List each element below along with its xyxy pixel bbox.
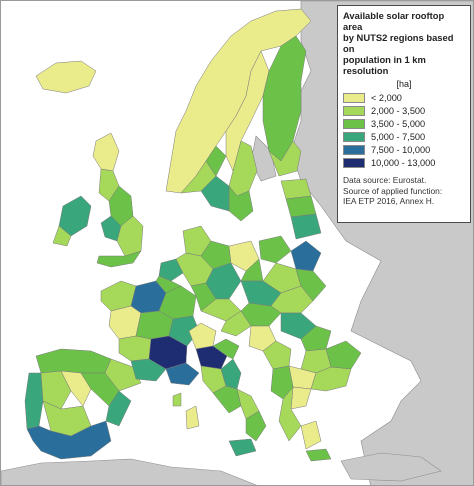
iberia <box>24 348 142 460</box>
legend-swatch <box>343 157 365 168</box>
legend-title-line: Available solar rooftop area <box>343 10 445 32</box>
scandinavia <box>165 8 312 222</box>
central-europe <box>155 225 264 322</box>
legend-title-line: by NUTS2 regions based on <box>343 32 454 54</box>
legend-item-label: 3,500 - 5,000 <box>371 118 426 129</box>
legend-item-label: 7,500 - 10,000 <box>371 144 431 155</box>
baltics <box>280 178 322 240</box>
map-legend: Available solar rooftop area by NUTS2 re… <box>337 5 471 223</box>
legend-swatch <box>343 92 365 103</box>
legend-item-label: 2,000 - 3,500 <box>371 105 426 116</box>
legend-item: 3,500 - 5,000 <box>343 117 465 130</box>
legend-item: < 2,000 <box>343 91 465 104</box>
legend-swatch <box>343 131 365 142</box>
legend-swatch <box>343 118 365 129</box>
legend-item: 5,000 - 7,500 <box>343 130 465 143</box>
legend-title: Available solar rooftop area by NUTS2 re… <box>343 10 465 76</box>
source-line: IEA ETP 2016, Annex H. <box>343 196 435 206</box>
legend-unit: [ha] <box>396 79 412 89</box>
italy <box>172 322 267 457</box>
legend-item: 2,000 - 3,500 <box>343 104 465 117</box>
iceland <box>35 60 97 94</box>
legend-swatch <box>343 105 365 116</box>
legend-item-label: 5,000 - 7,500 <box>371 131 426 142</box>
source-line: Source of applied function: <box>343 185 443 196</box>
legend-item-label: < 2,000 <box>371 92 402 103</box>
balkans <box>248 325 362 462</box>
legend-item: 10,000 - 13,000 <box>343 156 465 169</box>
data-source-note: Data source: Eurostat. Source of applied… <box>343 175 465 207</box>
legend-swatch <box>343 144 365 155</box>
source-line: Data source: Eurostat. <box>343 175 427 185</box>
legend-item: 7,500 - 10,000 <box>343 143 465 156</box>
british-isles <box>52 132 144 268</box>
france <box>100 280 200 386</box>
eastern-central <box>220 235 332 352</box>
legend-item-label: 10,000 - 13,000 <box>371 157 436 168</box>
legend-title-line: population in 1 km resolution <box>343 54 426 76</box>
